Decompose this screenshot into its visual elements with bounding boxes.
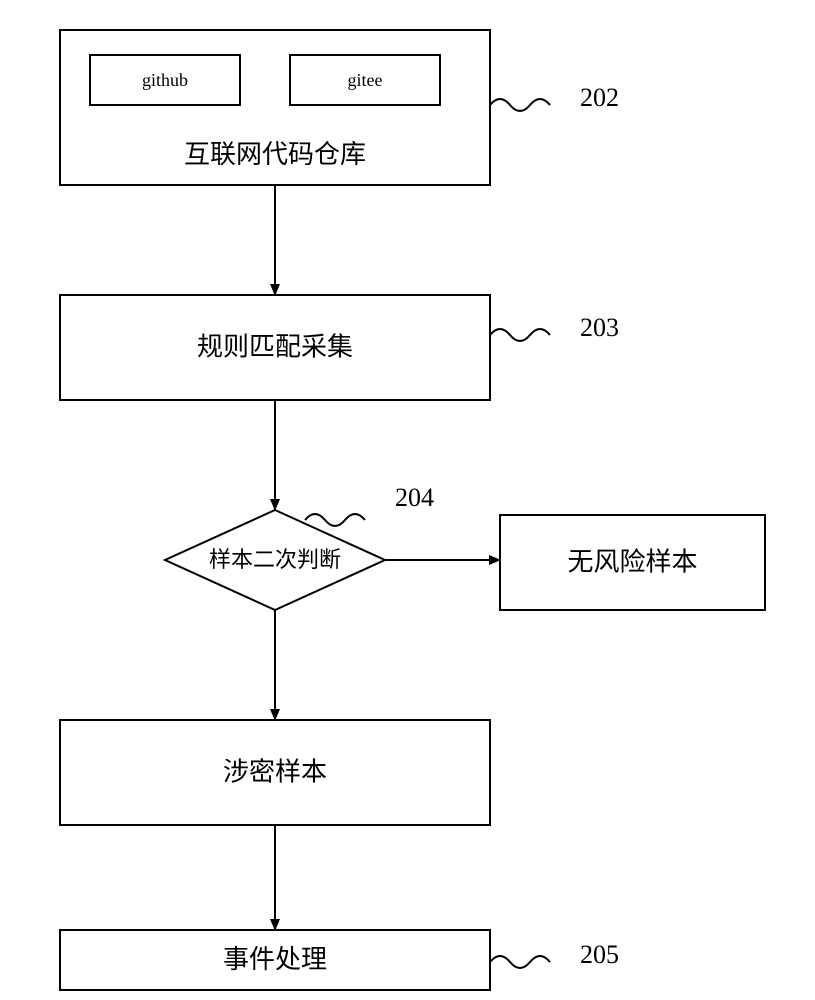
event-handle-label: 事件处理 (223, 945, 327, 974)
ref-squiggle-r204 (305, 514, 365, 526)
no-risk-label: 无风险样本 (567, 547, 697, 576)
decision-label: 样本二次判断 (209, 547, 341, 572)
repo-container-caption: 互联网代码仓库 (184, 140, 366, 169)
reference-labels: 202 203 204 205 (305, 83, 619, 969)
secret-sample-label: 涉密样本 (223, 757, 327, 786)
ref-squiggle-r205 (490, 956, 550, 968)
ref-label-r203: 203 (580, 313, 619, 342)
ref-label-r205: 205 (580, 940, 619, 969)
ref-squiggle-r202 (490, 99, 550, 111)
ref-label-r204: 204 (395, 483, 434, 512)
rule-match-label: 规则匹配采集 (197, 332, 353, 361)
ref-squiggle-r203 (490, 329, 550, 341)
github-label: github (142, 70, 188, 90)
gitee-label: gitee (348, 70, 383, 90)
ref-label-r202: 202 (580, 83, 619, 112)
